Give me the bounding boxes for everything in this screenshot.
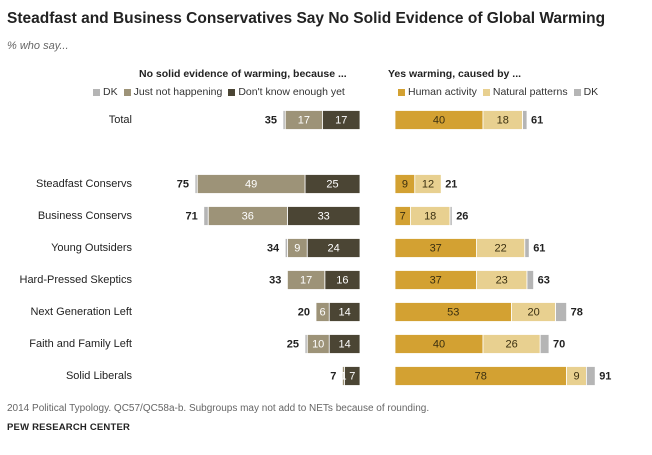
category-label-solid-liberals: Solid Liberals xyxy=(66,370,133,382)
chart-subtitle: % who say... xyxy=(7,40,69,52)
category-label-young-outsiders: Young Outsiders xyxy=(51,242,132,254)
net-label-left-hard-pressed-skeptics: 33 xyxy=(269,274,281,286)
bar-right-steadfast-conservs-s1 xyxy=(414,174,442,194)
legend-item-natural-patterns: Natural patterns xyxy=(482,86,568,98)
data-label-right-next-generation-left-s0: 53 xyxy=(447,306,459,318)
legend-item-dont-know-enough-yet: Don't know enough yet xyxy=(228,86,345,98)
data-label-right-total-s0: 40 xyxy=(433,114,445,126)
legend-item-human-activity: Human activity xyxy=(398,86,477,98)
net-label-right-business-conservs: 26 xyxy=(456,210,468,222)
net-label-right-faith-and-family-left: 70 xyxy=(553,338,565,350)
category-label-business-conservs: Business Conservs xyxy=(38,210,133,222)
net-label-right-next-generation-left: 78 xyxy=(571,306,583,318)
data-label-right-next-generation-left-s1: 20 xyxy=(527,306,539,318)
data-label-right-hard-pressed-skeptics-s0: 37 xyxy=(430,274,442,286)
bar-right-solid-liberals-s2 xyxy=(586,366,596,386)
bar-left-young-outsiders-s2 xyxy=(284,238,288,258)
category-label-next-generation-left: Next Generation Left xyxy=(30,306,132,318)
net-label-left-young-outsiders: 34 xyxy=(267,242,280,254)
data-label-right-total-s1: 18 xyxy=(497,114,509,126)
source-credit: PEW RESEARCH CENTER xyxy=(7,422,131,433)
net-label-right-young-outsiders: 61 xyxy=(533,242,545,254)
bar-left-total-s2 xyxy=(282,110,286,130)
net-label-right-total: 61 xyxy=(531,114,543,126)
category-label-faith-and-family-left: Faith and Family Left xyxy=(29,338,132,350)
bar-left-steadfast-conservs-s2 xyxy=(194,174,198,194)
data-label-right-solid-liberals-s1: 9 xyxy=(573,370,579,382)
data-label-right-business-conservs-s1: 18 xyxy=(424,210,436,222)
data-label-right-young-outsiders-s0: 37 xyxy=(430,242,442,254)
data-label-left-young-outsiders-s0: 24 xyxy=(327,242,339,254)
data-label-left-hard-pressed-skeptics-s0: 16 xyxy=(336,274,348,286)
net-label-left-solid-liberals: 7 xyxy=(330,370,336,382)
legend-item-dk: DK xyxy=(93,86,118,98)
data-label-left-young-outsiders-s1: 9 xyxy=(294,242,300,254)
data-label-left-business-conservs-s0: 33 xyxy=(318,210,330,222)
data-label-left-faith-and-family-left-s0: 14 xyxy=(338,338,350,350)
data-label-right-solid-liberals-s0: 78 xyxy=(475,370,487,382)
bar-right-hard-pressed-skeptics-s2 xyxy=(526,270,534,290)
data-label-left-next-generation-left-s0: 14 xyxy=(338,306,350,318)
legend-item-just-not-happening: Just not happening xyxy=(123,86,222,98)
bar-left-next-generation-left-s1 xyxy=(315,302,330,322)
bar-left-hard-pressed-skeptics-s1 xyxy=(286,270,326,290)
category-label-hard-pressed-skeptics: Hard-Pressed Skeptics xyxy=(20,274,133,286)
data-label-left-steadfast-conservs-s1: 49 xyxy=(245,178,257,190)
data-label-left-total-s1: 17 xyxy=(298,114,310,126)
chart-title: Steadfast and Business Conservatives Say… xyxy=(7,10,606,27)
bar-right-business-conservs-s2 xyxy=(449,206,453,226)
data-label-right-steadfast-conservs-s0: 9 xyxy=(402,178,408,190)
data-label-right-young-outsiders-s1: 22 xyxy=(494,242,506,254)
category-label-steadfast-conservs: Steadfast Conservs xyxy=(36,178,132,190)
left-panel-title: No solid evidence of warming, because ..… xyxy=(139,68,347,80)
data-label-left-hard-pressed-skeptics-s1: 17 xyxy=(300,274,312,286)
net-label-right-steadfast-conservs: 21 xyxy=(445,178,457,190)
data-label-left-solid-liberals-s0: 7 xyxy=(349,370,355,382)
data-label-left-steadfast-conservs-s0: 25 xyxy=(326,178,338,190)
data-label-left-faith-and-family-left-s1: 10 xyxy=(312,338,324,350)
bar-right-next-generation-left-s2 xyxy=(555,302,567,322)
net-label-left-next-generation-left: 20 xyxy=(298,306,310,318)
right-legend: Human activity Natural patterns DK xyxy=(398,86,604,98)
bar-left-business-conservs-s2 xyxy=(203,206,209,226)
data-label-right-faith-and-family-left-s0: 40 xyxy=(433,338,445,350)
bar-right-faith-and-family-left-s2 xyxy=(539,334,550,354)
net-label-left-business-conservs: 71 xyxy=(186,210,198,222)
bar-left-faith-and-family-left-s2 xyxy=(304,334,308,354)
bar-left-solid-liberals-s1 xyxy=(341,366,345,386)
data-label-right-business-conservs-s0: 7 xyxy=(400,210,406,222)
net-label-right-hard-pressed-skeptics: 63 xyxy=(538,274,550,286)
net-label-right-solid-liberals: 91 xyxy=(599,370,611,382)
left-legend: DK Just not happening Don't know enough … xyxy=(93,86,351,98)
data-label-right-steadfast-conservs-s1: 12 xyxy=(422,178,434,190)
bar-right-young-outsiders-s2 xyxy=(524,238,530,258)
data-label-left-business-conservs-s1: 36 xyxy=(242,210,254,222)
data-label-left-solid-liberals-s1: 1 xyxy=(340,370,346,382)
data-label-right-hard-pressed-skeptics-s1: 23 xyxy=(496,274,508,286)
footnote: 2014 Political Typology. QC57/QC58a-b. S… xyxy=(7,403,430,414)
net-label-left-faith-and-family-left: 25 xyxy=(287,338,299,350)
bar-right-total-s2 xyxy=(522,110,528,130)
net-label-left-steadfast-conservs: 75 xyxy=(177,178,189,190)
net-label-left-total: 35 xyxy=(265,114,277,126)
right-panel-title: Yes warming, caused by ... xyxy=(388,68,522,80)
data-label-right-faith-and-family-left-s1: 26 xyxy=(505,338,517,350)
legend-item-dk-right: DK xyxy=(573,86,598,98)
data-label-left-total-s0: 17 xyxy=(335,114,347,126)
category-label-total: Total xyxy=(109,114,132,126)
data-label-left-next-generation-left-s1: 6 xyxy=(320,306,326,318)
